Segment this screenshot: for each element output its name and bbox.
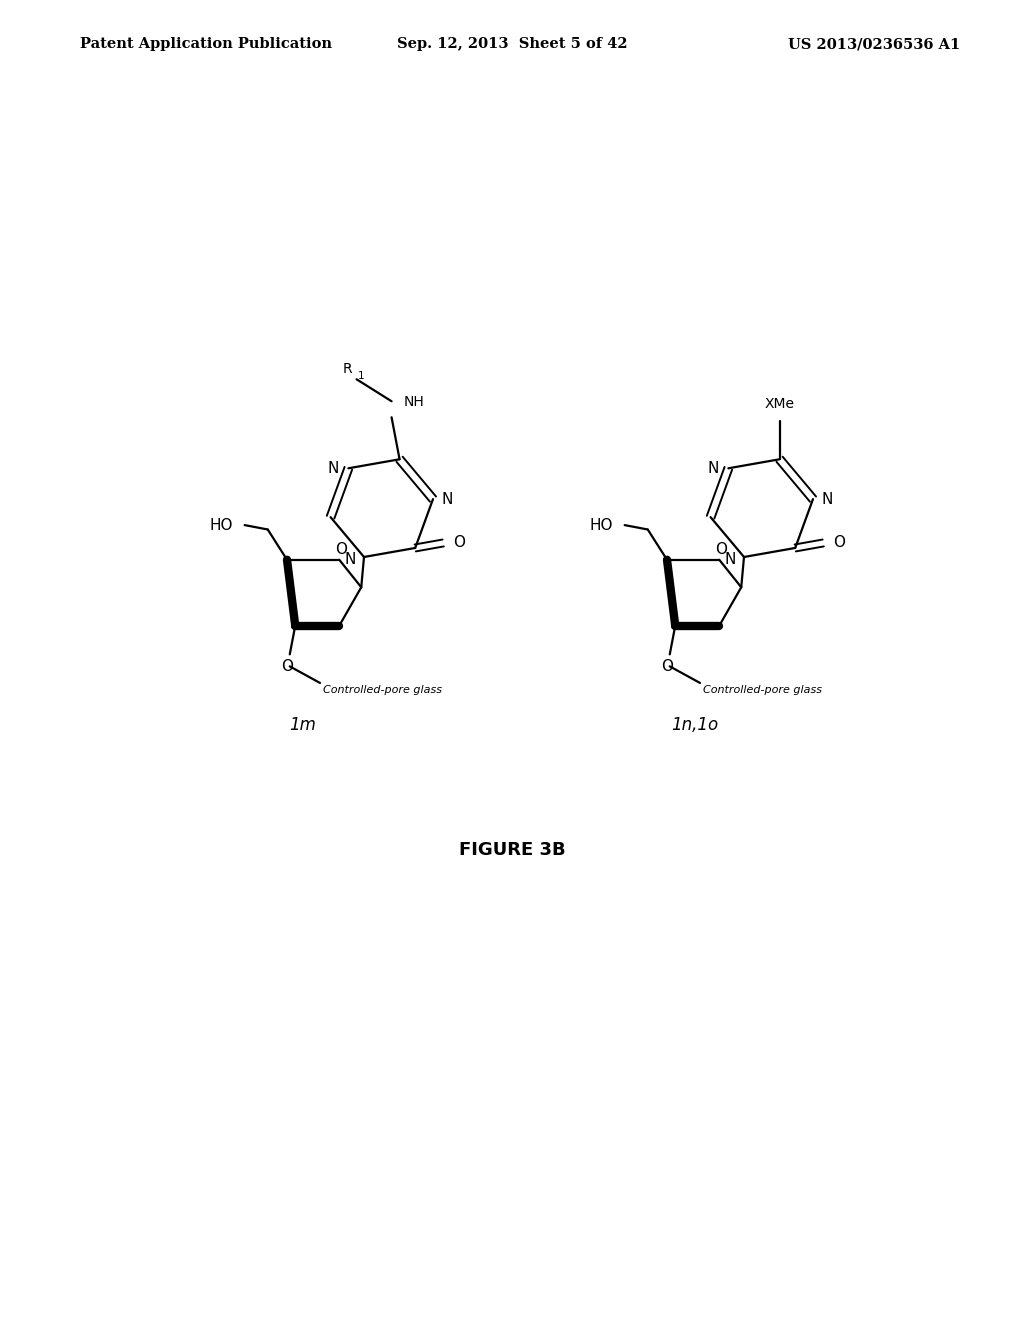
Text: O: O [834, 536, 845, 550]
Text: Controlled-pore glass: Controlled-pore glass [323, 685, 442, 694]
Text: O: O [281, 660, 293, 675]
Text: N: N [442, 491, 454, 507]
Text: O: O [715, 543, 727, 557]
Text: US 2013/0236536 A1: US 2013/0236536 A1 [787, 37, 961, 51]
Text: R: R [343, 362, 352, 376]
Text: 1n,1o: 1n,1o [672, 715, 719, 734]
Text: O: O [454, 536, 465, 550]
Text: O: O [660, 660, 673, 675]
Text: Patent Application Publication: Patent Application Publication [80, 37, 332, 51]
Text: XMe: XMe [765, 397, 795, 412]
Text: N: N [708, 461, 720, 475]
Text: HO: HO [589, 517, 612, 532]
Text: N: N [345, 552, 356, 566]
Text: N: N [822, 491, 834, 507]
Text: 1m: 1m [290, 715, 316, 734]
Text: N: N [328, 461, 339, 475]
Text: HO: HO [209, 517, 232, 532]
Text: O: O [335, 543, 347, 557]
Text: FIGURE 3B: FIGURE 3B [459, 841, 565, 859]
Text: NH: NH [403, 395, 424, 409]
Text: N: N [725, 552, 736, 566]
Text: 1: 1 [357, 371, 365, 381]
Text: Sep. 12, 2013  Sheet 5 of 42: Sep. 12, 2013 Sheet 5 of 42 [396, 37, 628, 51]
Text: Controlled-pore glass: Controlled-pore glass [703, 685, 822, 694]
